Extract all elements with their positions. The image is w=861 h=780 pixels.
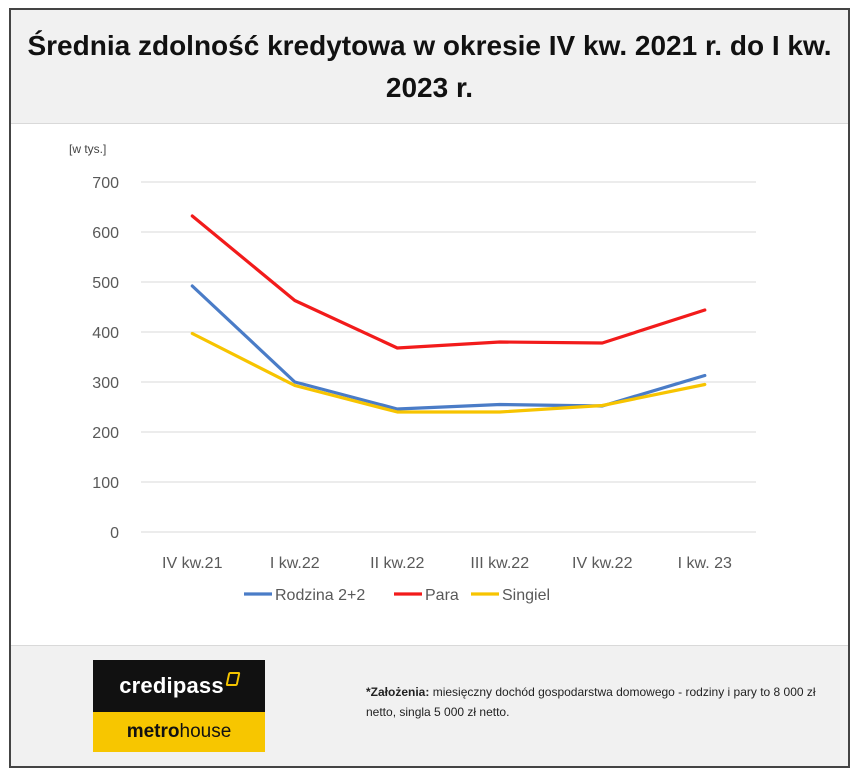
logo-bottom-text: metrohouse (127, 721, 232, 743)
series-lines (190, 214, 707, 414)
infographic-frame: Średnia zdolność kredytowa w okresie IV … (9, 8, 850, 768)
x-tick-label: I kw. 23 (678, 555, 732, 572)
logo-bottom-bold: metro (126, 721, 180, 742)
note-label: *Założenia: (366, 685, 430, 699)
footer: credipass metrohouse *Założenia: miesięc… (11, 645, 848, 766)
title-band: Średnia zdolność kredytowa w okresie IV … (11, 10, 848, 124)
x-tick-label: II kw.22 (370, 555, 424, 572)
logo-bottom: metrohouse (93, 712, 265, 752)
assumptions-note: *Założenia: miesięczny dochód gospodarst… (366, 682, 841, 722)
legend: Rodzina 2+2 Para Singiel (244, 587, 550, 604)
legend-label: Rodzina 2+2 (275, 587, 365, 604)
y-tick-label: 400 (92, 325, 119, 342)
series-line-2 (190, 214, 707, 350)
series-line-1 (190, 284, 707, 411)
legend-label: Para (425, 587, 459, 604)
x-axis-ticks: IV kw.21 I kw.22 II kw.22 III kw.22 IV kw.22… (162, 555, 732, 572)
partner-logo: credipass metrohouse (93, 660, 265, 752)
y-tick-label: 0 (110, 525, 119, 542)
series-line-3 (190, 331, 707, 414)
gridlines (141, 181, 756, 533)
note-text: miesięczny dochód gospodarstwa domowego … (366, 685, 816, 719)
y-tick-label: 700 (92, 175, 119, 192)
y-tick-label: 100 (92, 475, 119, 492)
chart-title: Średnia zdolność kredytowa w okresie IV … (27, 29, 832, 103)
x-tick-label: IV kw.22 (572, 555, 633, 572)
y-tick-label: 600 (92, 225, 119, 242)
logo-bottom-regular: house (179, 721, 232, 742)
y-tick-label: 300 (92, 375, 119, 392)
line-chart: [w tys.] 700 600 500 400 300 200 100 0 IV kw.21… (69, 142, 756, 604)
y-tick-label: 200 (92, 425, 119, 442)
legend-label: Singiel (502, 587, 550, 604)
x-tick-label: IV kw.21 (162, 555, 223, 572)
unit-label: [w tys.] (69, 142, 106, 156)
x-tick-label: I kw.22 (270, 555, 320, 572)
y-axis-ticks: 700 600 500 400 300 200 100 0 (92, 175, 119, 542)
logo-top: credipass (93, 660, 265, 712)
logo-mark-icon (225, 672, 241, 686)
y-tick-label: 500 (92, 275, 119, 292)
logo-top-text: credipass (119, 673, 224, 698)
x-tick-label: III kw.22 (470, 555, 529, 572)
